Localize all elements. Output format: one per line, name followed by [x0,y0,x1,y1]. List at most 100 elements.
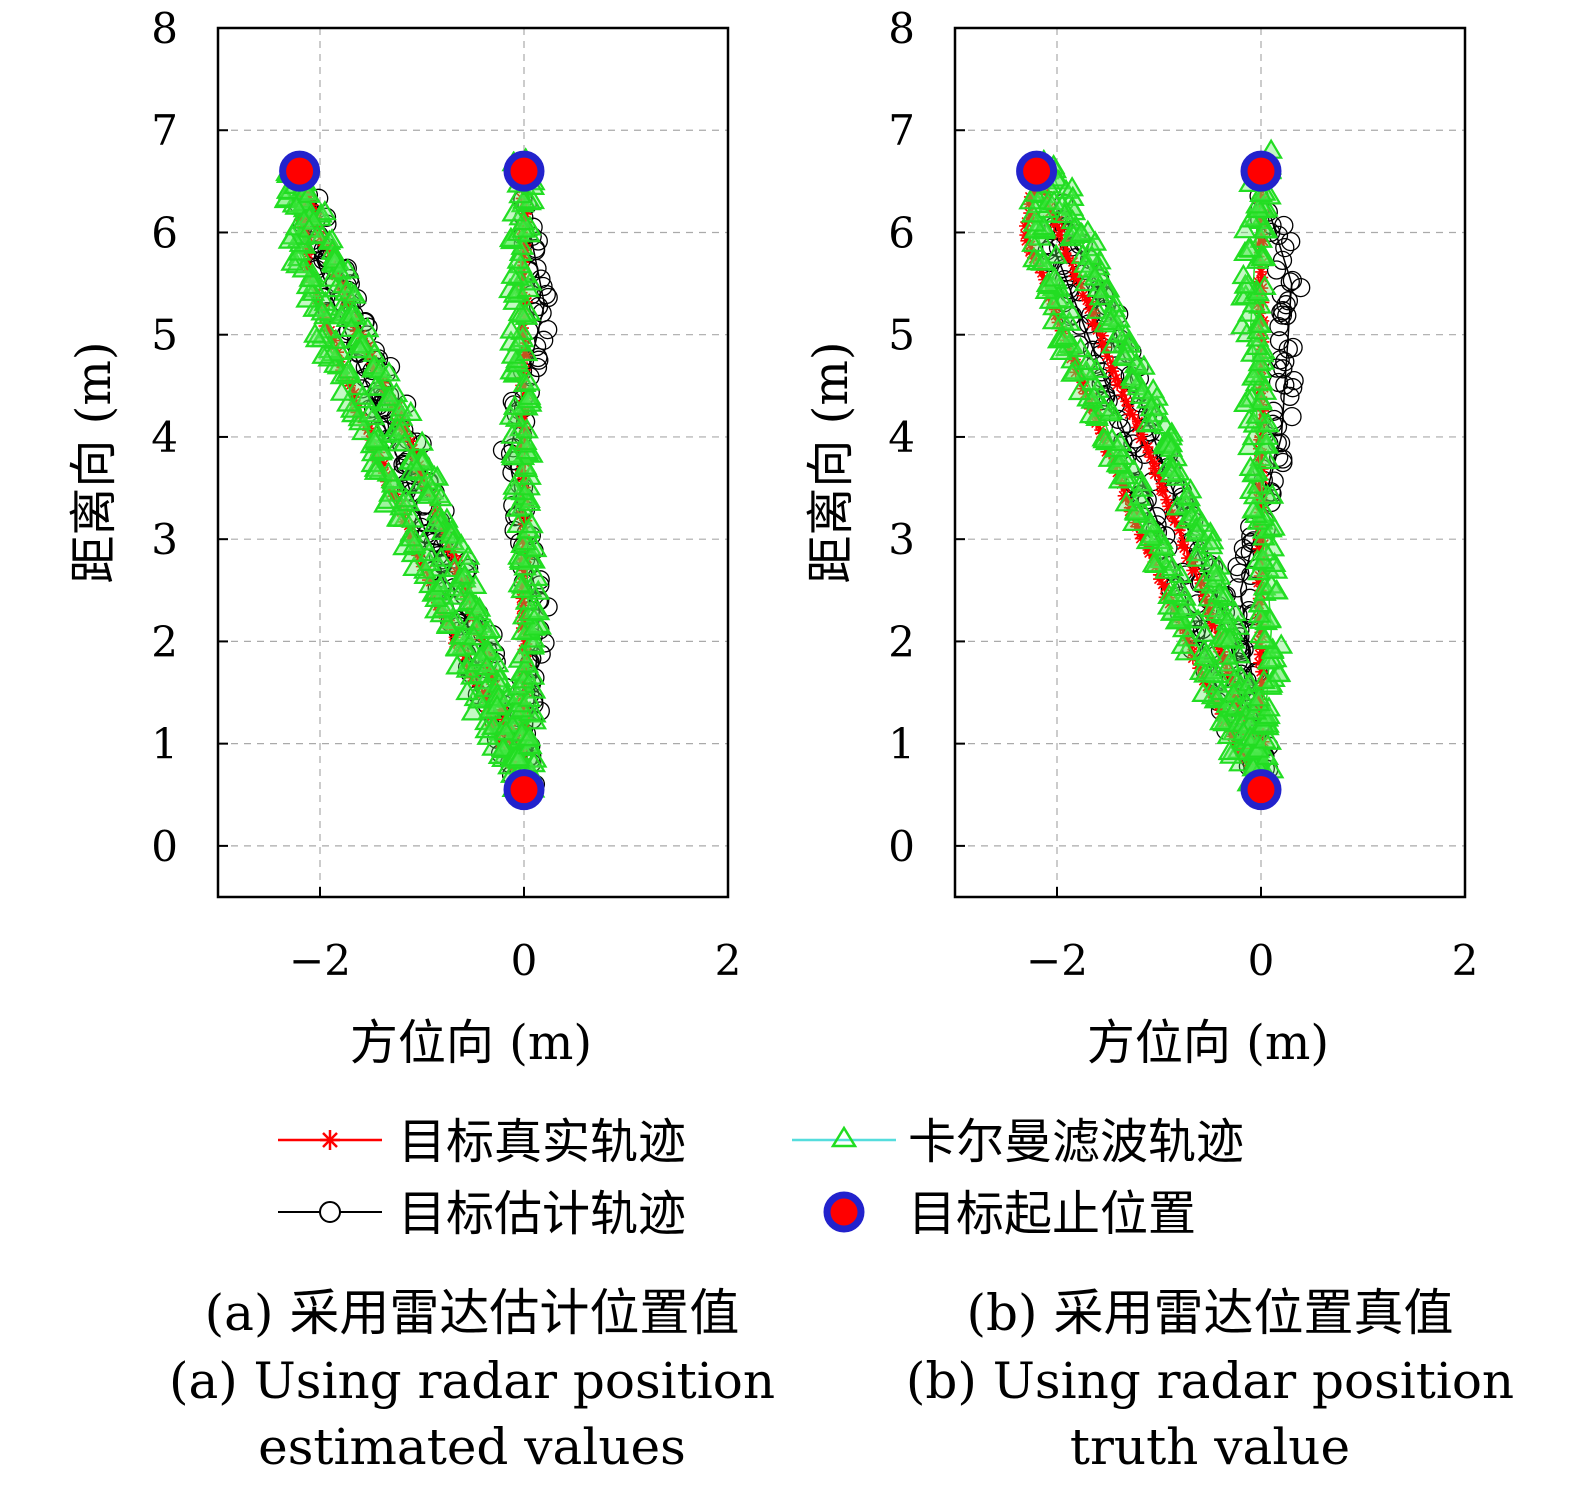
panel-a-kalman-point [329,380,354,401]
panel-b-kalman-point [1204,600,1229,621]
panel-b-kalman-point [1058,298,1083,319]
panel-a-true-point [350,311,363,324]
panel-a-kalman-point [445,654,470,675]
panel-a-true-point [518,702,531,715]
panel-b-kalman-point [1100,333,1125,354]
panel-a-kalman-point [523,536,548,558]
panel-b-estimated-point [1269,316,1289,337]
panel-a-kalman-point [517,725,542,746]
panel-b-estimated-point [1291,277,1311,298]
panel-b-estimated-point [1268,225,1289,246]
panel-b-kalman-point [1260,638,1285,660]
panel-a-true-point [515,553,528,566]
panel-b-kalman-point [1078,402,1103,424]
panel-a-y-axis-label: 距离向 (m) [66,341,122,583]
panel-b-x-tick-label: 2 [1452,936,1479,985]
panel-a-true-point [517,308,530,321]
panel-a-true-point [394,408,407,421]
panel-b-estimated-point [1280,386,1300,407]
panel-b-true-point [1181,552,1194,565]
panel-b-estimated-point [1282,406,1302,427]
panel-b-kalman-point [1199,597,1224,618]
panel-a-kalman-point [335,391,360,412]
panel-b-estimated-point [1268,372,1289,393]
panel-b-kalman-point [1138,525,1163,547]
panel-a-kalman-point [455,679,480,701]
panel-b-kalman-point [1067,379,1092,401]
panel-a-kalman-point [499,359,524,380]
panel-b-kalman-point [1261,515,1286,536]
panel-b-kalman-point [1106,322,1131,343]
panel-b-kalman-point [1248,312,1273,333]
panel-b-kalman-point [1170,633,1195,654]
panel-a-kalman-point [402,555,427,577]
panel-b-estimated-point [1267,417,1288,437]
panel-b-true-point [1254,608,1267,621]
panel-a-kalman-point [291,257,316,278]
panel-b-estimated-point [1281,231,1301,252]
panel-a-kalman-point [377,385,402,406]
panel-a-true-point [516,576,529,589]
panel-b-kalman-point [1105,451,1130,473]
panel-b-true-point [1126,408,1139,421]
panel-a-kalman-point [310,300,335,321]
panel-a-kalman-point [474,654,499,676]
panel-a-y-tick-label: 0 [151,822,178,871]
panel-b-true-point [1256,551,1269,564]
panel-b-true-point [1077,376,1090,389]
panel-b-true-point [1257,235,1270,248]
panel-b-true-point [1035,266,1048,279]
panel-a-start-stop-point [503,150,545,192]
panel-a-true-point [467,611,480,624]
panel-a-true-point [324,324,337,337]
panel-a-kalman-point [526,579,551,600]
panel-a-kalman-point [277,228,302,249]
panel-b-kalman-point [1252,218,1277,239]
panel-b-true-point [1252,592,1265,605]
panel-b-true-point [1134,532,1147,545]
panel-a-kalman-point [513,529,537,551]
panel-b-kalman-point [1252,627,1277,648]
panel-b-kalman-point [1131,354,1156,375]
panel-b-kalman-point [1247,602,1272,623]
panel-a-kalman-point [461,624,486,646]
panel-b-true-point [1253,648,1266,661]
caption-a-cn: (a) 采用雷达估计位置值 [205,1284,740,1342]
panel-b-kalman-point [1214,644,1239,665]
panel-b-estimated-point [1269,447,1289,467]
panel-b-true-point [1096,329,1109,342]
panel-b-true-point [1088,307,1101,320]
panel-b-true-point [1052,229,1065,242]
panel-a-estimated-point [534,330,554,350]
panel-b-kalman-point [1108,430,1133,452]
panel-b-true-point [1142,446,1155,459]
panel-b-true-point [1168,515,1181,528]
panel-a-kalman-point [357,402,382,423]
panel-a-kalman-point [362,428,387,449]
panel-b-true-point [1173,524,1186,537]
panel-a-kalman-point [499,318,524,339]
panel-b-true-point [1060,252,1073,265]
panel-b-estimated-point [1275,352,1295,372]
panel-b-true-point [1254,484,1267,497]
panel-a-y-tick-label: 2 [151,617,178,666]
panel-b-true-point [1256,676,1269,689]
panel-a-kalman-point [498,404,523,425]
panel-b-kalman-point [1166,460,1191,481]
panel-b-kalman-point [1199,534,1224,555]
panel-a-frame [216,26,730,899]
panel-a-kalman-point [449,533,474,554]
panel-a-true-point [344,379,357,392]
panel-a-true-point [390,416,403,429]
panel-b-true-point [1022,198,1035,211]
panel-b-y-tick-label: 3 [888,515,915,564]
panel-b-true-point [1242,728,1255,741]
panel-b-true-point [1224,673,1237,686]
panel-b-estimated-point [1227,578,1248,598]
panel-b-true-point [1155,477,1168,490]
panel-b-kalman-point [1068,336,1093,358]
panel-a-kalman-point [392,431,417,452]
panel-b-kalman-point [1049,339,1074,360]
panel-b-kalman-point [1266,661,1291,683]
caption-a-en-line1: (a) Using radar position [169,1352,775,1410]
